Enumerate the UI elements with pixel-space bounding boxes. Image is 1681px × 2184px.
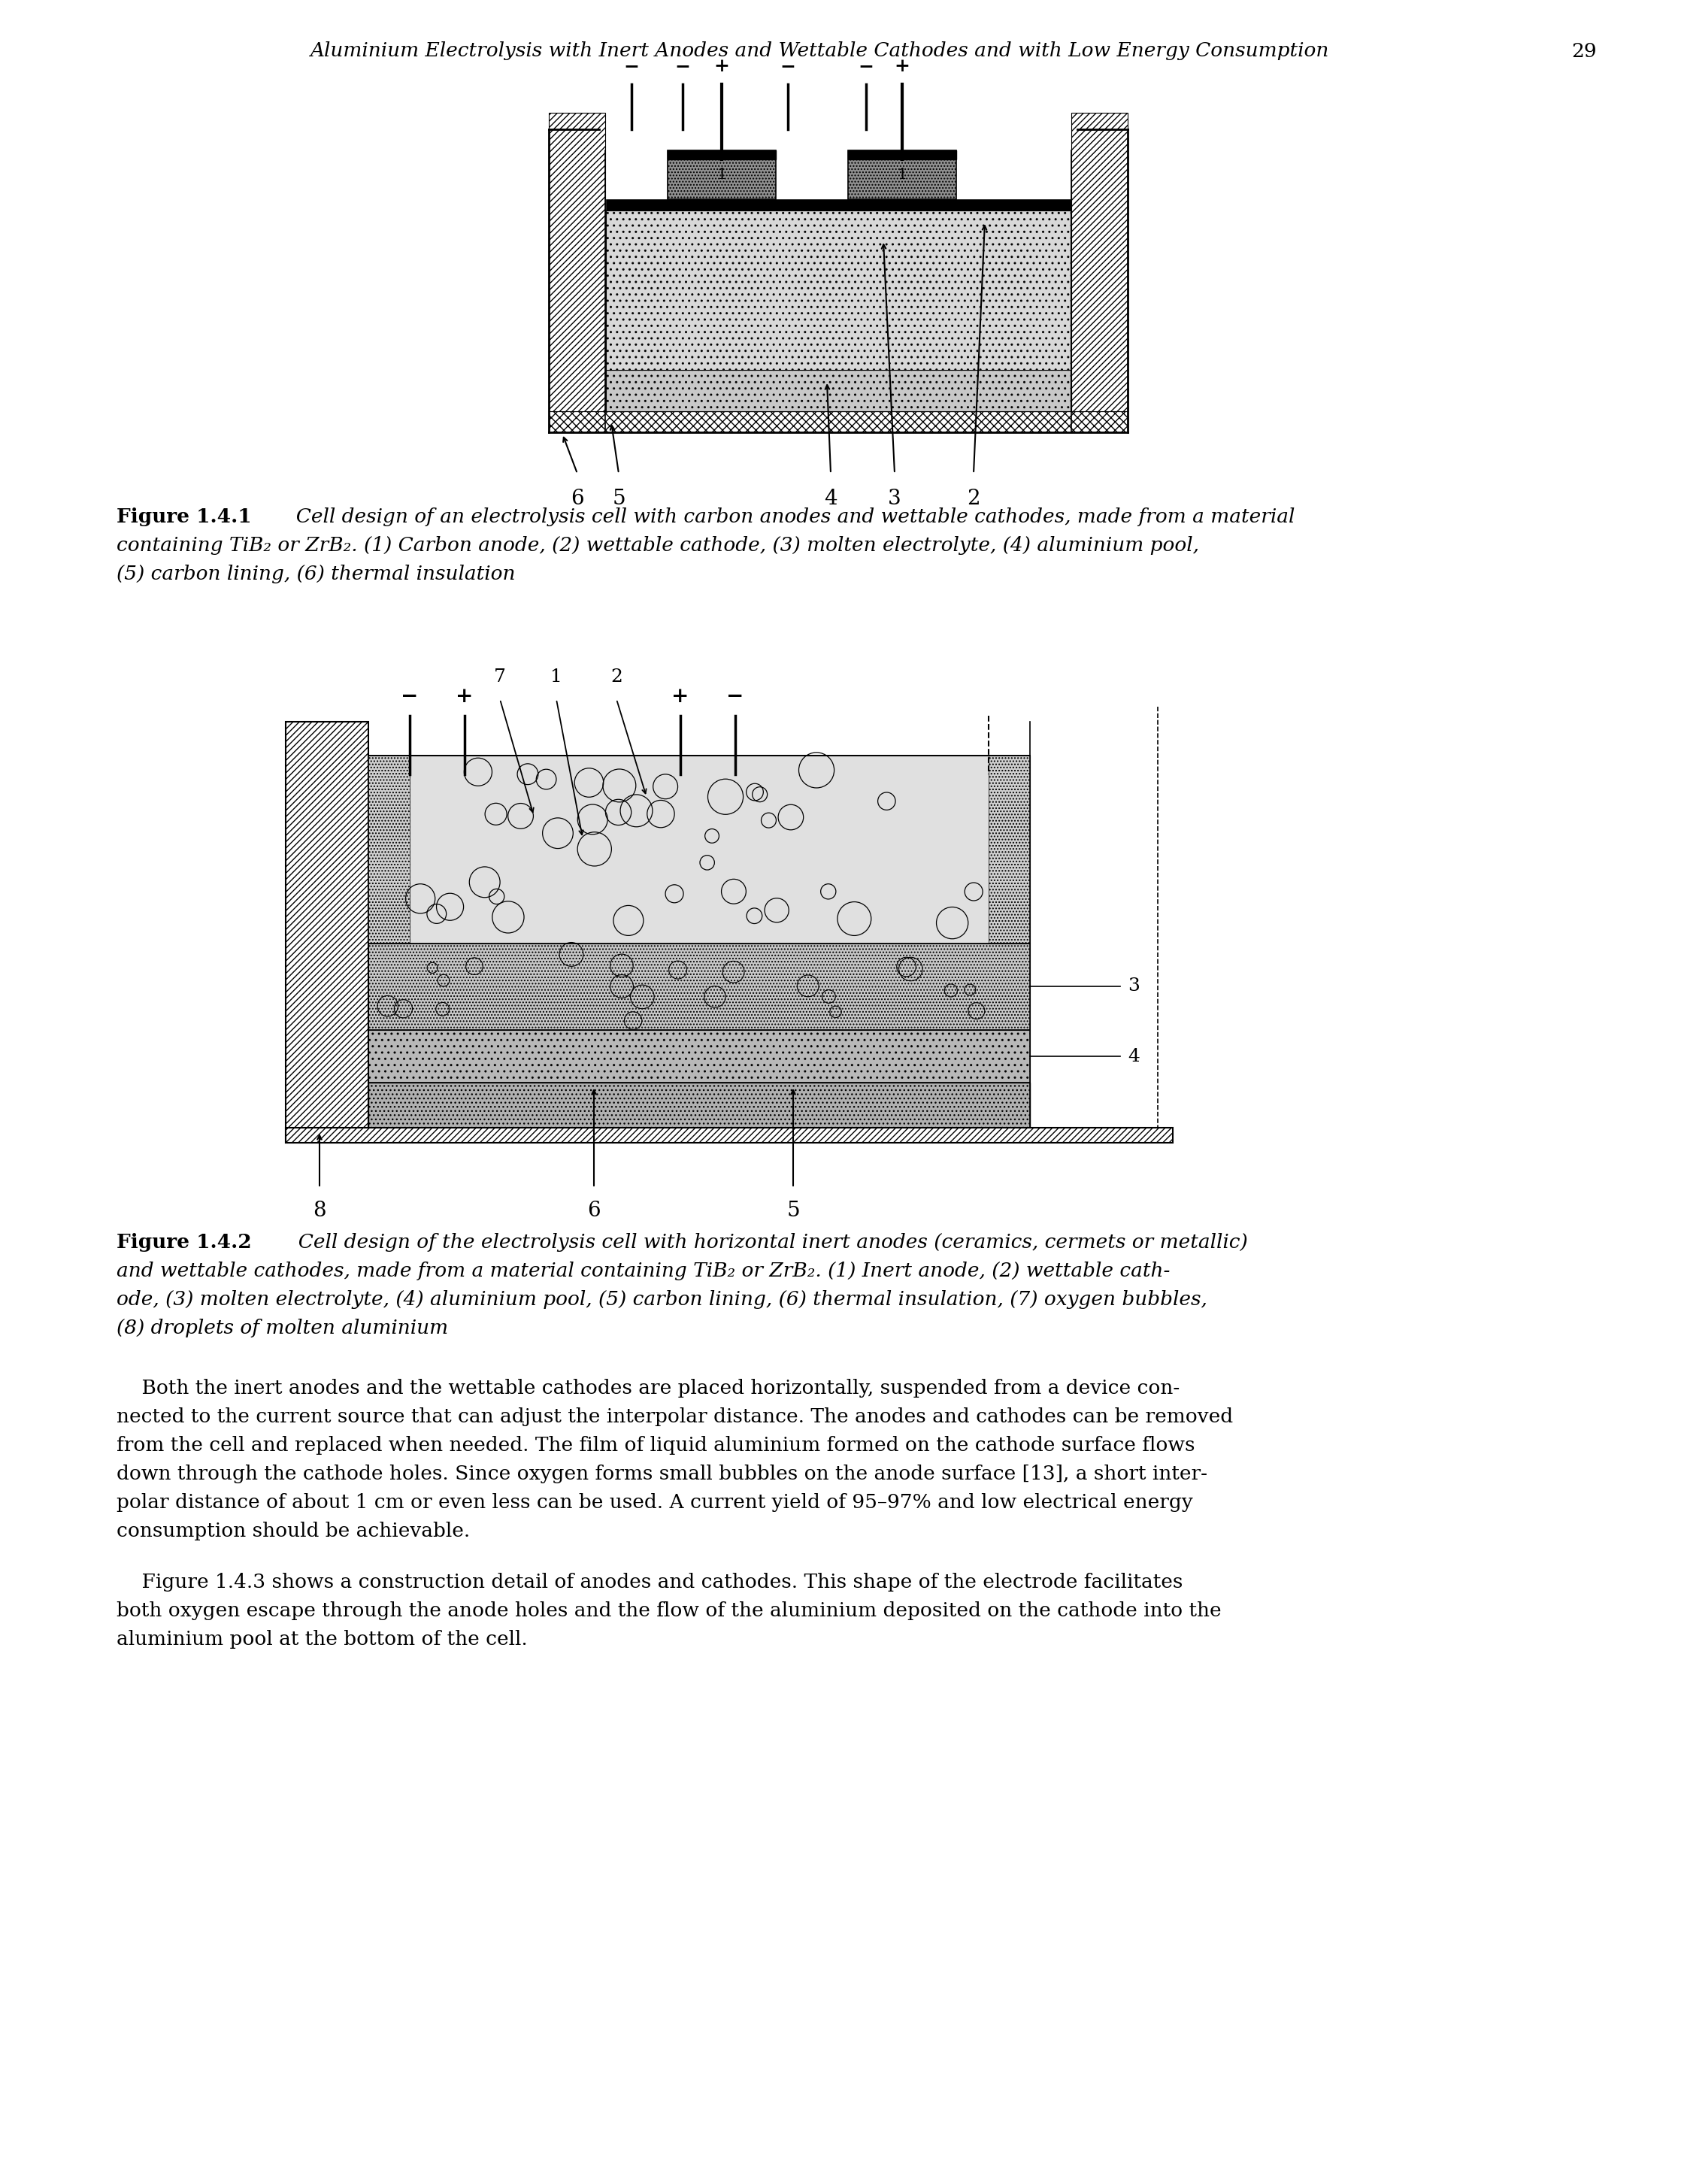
Text: consumption should be achievable.: consumption should be achievable.: [116, 1522, 471, 1540]
Text: −: −: [402, 686, 419, 708]
Text: −: −: [859, 57, 874, 74]
Text: 6: 6: [587, 1201, 600, 1221]
Text: 2: 2: [610, 668, 622, 686]
Text: containing TiB₂ or ZrB₂. (1) Carbon anode, (2) wettable cathode, (3) molten elec: containing TiB₂ or ZrB₂. (1) Carbon anod…: [116, 535, 1199, 555]
Bar: [368, 1083, 1030, 1127]
Text: +: +: [714, 57, 730, 74]
Text: 3: 3: [888, 489, 901, 509]
Text: 5: 5: [612, 489, 625, 509]
Text: +: +: [894, 57, 909, 74]
Bar: [605, 391, 1071, 411]
Bar: [548, 114, 605, 411]
Text: (8) droplets of molten aluminium: (8) droplets of molten aluminium: [116, 1319, 449, 1337]
Text: Figure 1.4.1: Figure 1.4.1: [116, 507, 252, 526]
Text: ode, (3) molten electrolyte, (4) aluminium pool, (5) carbon lining, (6) thermal : ode, (3) molten electrolyte, (4) alumini…: [116, 1291, 1207, 1308]
Bar: [667, 151, 777, 159]
Text: (5) carbon lining, (6) thermal insulation: (5) carbon lining, (6) thermal insulatio…: [116, 566, 516, 583]
Bar: [605, 369, 1071, 411]
Text: nected to the current source that can adjust the interpolar distance. The anodes: nected to the current source that can ad…: [116, 1406, 1234, 1426]
Text: −: −: [780, 57, 795, 74]
Text: −: −: [674, 57, 691, 74]
Bar: [368, 943, 1030, 1031]
Text: Figure 1.4.3 shows a construction detail of anodes and cathodes. This shape of t: Figure 1.4.3 shows a construction detail…: [116, 1572, 1183, 1592]
Bar: [1071, 114, 1128, 411]
Text: both oxygen escape through the anode holes and the flow of the aluminium deposit: both oxygen escape through the anode hol…: [116, 1601, 1222, 1621]
Text: −: −: [624, 57, 639, 74]
Text: 1: 1: [898, 168, 908, 181]
Bar: [605, 199, 1071, 210]
Text: 1: 1: [716, 168, 726, 181]
Text: and wettable cathodes, made from a material containing TiB₂ or ZrB₂. (1) Inert a: and wettable cathodes, made from a mater…: [116, 1262, 1170, 1280]
Bar: [548, 411, 1128, 432]
Bar: [286, 1127, 1173, 1142]
Bar: [368, 756, 1030, 943]
Text: aluminium pool at the bottom of the cell.: aluminium pool at the bottom of the cell…: [116, 1629, 528, 1649]
Bar: [847, 151, 956, 159]
Text: 6: 6: [572, 489, 583, 509]
Text: 7: 7: [494, 668, 506, 686]
Text: 1: 1: [550, 668, 561, 686]
Bar: [667, 151, 777, 199]
Text: Aluminium Electrolysis with Inert Anodes and Wettable Cathodes and with Low Ener: Aluminium Electrolysis with Inert Anodes…: [309, 41, 1330, 61]
Text: from the cell and replaced when needed. The film of liquid aluminium formed on t: from the cell and replaced when needed. …: [116, 1435, 1195, 1455]
Bar: [368, 756, 410, 943]
Text: 4: 4: [1128, 1048, 1140, 1066]
Text: −: −: [726, 686, 745, 708]
Text: 2: 2: [967, 489, 980, 509]
Bar: [368, 1031, 1030, 1083]
Bar: [988, 756, 1030, 943]
Text: Cell design of the electrolysis cell with horizontal inert anodes (ceramics, cer: Cell design of the electrolysis cell wit…: [286, 1234, 1247, 1251]
Text: +: +: [672, 686, 689, 708]
Text: 29: 29: [1572, 41, 1597, 61]
Bar: [847, 151, 956, 199]
Text: Figure 1.4.2: Figure 1.4.2: [116, 1234, 252, 1251]
Text: polar distance of about 1 cm or even less can be used. A current yield of 95–97%: polar distance of about 1 cm or even les…: [116, 1494, 1194, 1511]
Text: 5: 5: [787, 1201, 800, 1221]
Bar: [605, 210, 1071, 369]
Text: 8: 8: [313, 1201, 326, 1221]
Text: +: +: [456, 686, 474, 708]
Text: Both the inert anodes and the wettable cathodes are placed horizontally, suspend: Both the inert anodes and the wettable c…: [116, 1378, 1180, 1398]
Text: 3: 3: [1128, 978, 1140, 996]
Text: 4: 4: [824, 489, 837, 509]
Text: down through the cathode holes. Since oxygen forms small bubbles on the anode su: down through the cathode holes. Since ox…: [116, 1465, 1207, 1483]
Text: Cell design of an electrolysis cell with carbon anodes and wettable cathodes, ma: Cell design of an electrolysis cell with…: [284, 507, 1294, 526]
Bar: [286, 721, 368, 1142]
